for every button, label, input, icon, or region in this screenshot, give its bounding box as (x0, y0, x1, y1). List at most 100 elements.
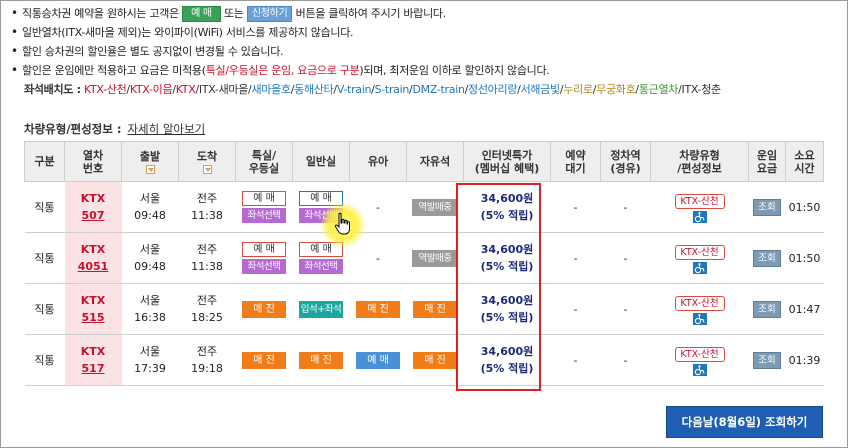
sort-down-icon[interactable] (202, 164, 212, 174)
seat-map-link[interactable]: DMZ-train (412, 83, 465, 96)
seat-map-separator: / (678, 83, 682, 96)
train-kind: KTX (80, 243, 106, 256)
price-value: 34,600원 (480, 294, 534, 307)
cell-stops: - (600, 334, 651, 386)
seat-map-link[interactable]: 무궁화호 (596, 83, 636, 96)
cell-duration: 01:47 (785, 283, 824, 335)
cell-vehicle-type: KTX-산천 (650, 181, 749, 233)
station-sale-badge: 역발매중 (412, 250, 458, 267)
col-train-no: 열차 번호 (64, 141, 122, 182)
select-seat-button[interactable]: 좌석선택 (242, 208, 286, 223)
fare-lookup-button[interactable]: 조회 (753, 199, 781, 216)
sold-out-badge: 매 진 (413, 352, 457, 369)
seat-map-link[interactable]: KTX-산천 (83, 83, 127, 96)
vehicle-info-detail-link[interactable]: 자세히 알아보기 (127, 122, 206, 136)
select-seat-button[interactable]: 좌석선택 (242, 259, 286, 274)
reserve-button[interactable]: 예 매 (242, 191, 286, 206)
cell-waitlist: - (550, 181, 601, 233)
seat-map-link[interactable]: 누리로 (563, 83, 593, 96)
cell-duration: 01:50 (785, 181, 824, 233)
col-arrival[interactable]: 도착 (178, 141, 236, 182)
seat-map-link[interactable]: 서해금빛 (520, 83, 561, 96)
seat-map-link[interactable]: KTX-이음 (129, 83, 173, 96)
notice-4-text-a: 할인은 운임에만 적용하고 요금은 미적용( (22, 64, 206, 77)
seat-map-separator: / (172, 83, 176, 96)
seat-map-separator: / (559, 83, 564, 96)
cell-fare: 조회 (748, 181, 786, 233)
cell-waitlist: - (550, 232, 601, 284)
col-vehicle-type: 차량유형/편성정보 (650, 141, 749, 182)
sold-out-badge: 매 진 (356, 301, 400, 318)
vehicle-type-button[interactable]: KTX-산천 (674, 244, 725, 260)
fare-lookup-button[interactable]: 조회 (753, 301, 781, 318)
seat-map-link[interactable]: 통근열차 (638, 83, 679, 96)
cell-baby: 예 매 (349, 334, 407, 386)
price-value: 34,600원 (480, 192, 534, 205)
inline-apply-button: 신청하기 (246, 6, 293, 22)
seat-map-link[interactable]: 동해산타 (294, 83, 334, 96)
notice-1-text-a: 직통승차권 예약을 원하시는 고객은 (22, 7, 183, 20)
col-gubun: 구분 (24, 141, 65, 182)
sort-down-icon[interactable] (145, 164, 155, 174)
vehicle-type-button[interactable]: KTX-산천 (674, 295, 725, 311)
arrival-station: 전주 (196, 345, 218, 358)
seat-map-link[interactable]: KTX (175, 83, 196, 96)
seat-map-separator: / (333, 83, 337, 96)
col-baby: 유아 (349, 141, 407, 182)
col-fare: 운임 요금 (748, 141, 786, 182)
select-seat-button[interactable]: 좌석선택 (299, 259, 343, 274)
cell-stops: - (600, 283, 651, 335)
table-row: 직통 KTX 4051 서울 09:48 전주 11:38 예 매 좌석선택 예 매 좌석… (24, 232, 824, 284)
arrival-time: 18:25 (191, 311, 223, 324)
cell-arrival: 전주 11:38 (178, 232, 236, 284)
vehicle-type-button[interactable]: KTX-산천 (674, 193, 725, 209)
cell-train-no: KTX 517 (64, 334, 122, 386)
next-day-search-button[interactable]: 다음날(8월6일) 조회하기 (666, 406, 823, 438)
cell-duration: 01:39 (785, 334, 824, 386)
seat-map-separator: / (195, 83, 199, 96)
seat-map-separator: / (409, 83, 413, 96)
cell-free-seat: 매 진 (406, 334, 464, 386)
cell-waitlist: - (550, 334, 601, 386)
seat-map-separator: / (290, 83, 295, 96)
vehicle-info-sep: : (112, 122, 126, 136)
inline-reserve-button: 예 매 (182, 6, 221, 22)
cell-internet-price: 34,600원 (5% 적립) (463, 334, 551, 386)
arrival-time: 11:38 (191, 260, 223, 273)
cell-departure: 서울 09:48 (121, 232, 179, 284)
fare-lookup-button[interactable]: 조회 (753, 352, 781, 369)
cell-gubun: 직통 (24, 181, 65, 233)
reserve-button[interactable]: 예 매 (242, 242, 286, 257)
seat-map-separator: / (371, 83, 375, 96)
seat-map-link[interactable]: 새마을호 (251, 83, 291, 96)
notice-1-text-c: 버튼을 클릭하여 주시기 바랍니다. (292, 7, 447, 20)
reserve-button[interactable]: 예 매 (299, 191, 343, 206)
seat-map-link[interactable]: ITX-청춘 (681, 83, 722, 96)
seat-map-link[interactable]: 정선아리랑 (468, 83, 518, 96)
train-number-link[interactable]: 515 (81, 311, 105, 324)
train-number-link[interactable]: 4051 (77, 260, 109, 273)
train-kind: KTX (80, 192, 106, 205)
vehicle-type-button[interactable]: KTX-산천 (674, 346, 725, 362)
cell-fare: 조회 (748, 283, 786, 335)
notice-3: 할인 승차권의 할인율은 별도 공지없이 변경될 수 있습니다. (10, 42, 830, 61)
standing-seat-button[interactable]: 입석+좌석 (299, 301, 343, 318)
reserve-button[interactable]: 예 매 (299, 242, 343, 257)
train-number-link[interactable]: 517 (81, 362, 105, 375)
fare-lookup-button[interactable]: 조회 (753, 250, 781, 267)
cell-normal-class: 입석+좌석 (292, 283, 350, 335)
seat-map-link[interactable]: S-train (374, 83, 410, 96)
hand-cursor-icon (334, 212, 350, 235)
sold-out-badge: 매 진 (413, 301, 457, 318)
seat-map-link[interactable]: V-train (336, 83, 372, 96)
seat-map-separator: / (464, 83, 469, 96)
price-reward: (5% 적립) (480, 260, 534, 273)
reserve-button[interactable]: 예 매 (356, 352, 400, 369)
seat-map-link[interactable]: ITX-새마을 (198, 83, 249, 96)
train-number-link[interactable]: 507 (81, 209, 105, 222)
cell-vehicle-type: KTX-산천 (650, 232, 749, 284)
sold-out-badge: 매 진 (299, 352, 343, 369)
departure-time: 09:48 (134, 260, 166, 273)
col-departure[interactable]: 출발 (121, 141, 179, 182)
